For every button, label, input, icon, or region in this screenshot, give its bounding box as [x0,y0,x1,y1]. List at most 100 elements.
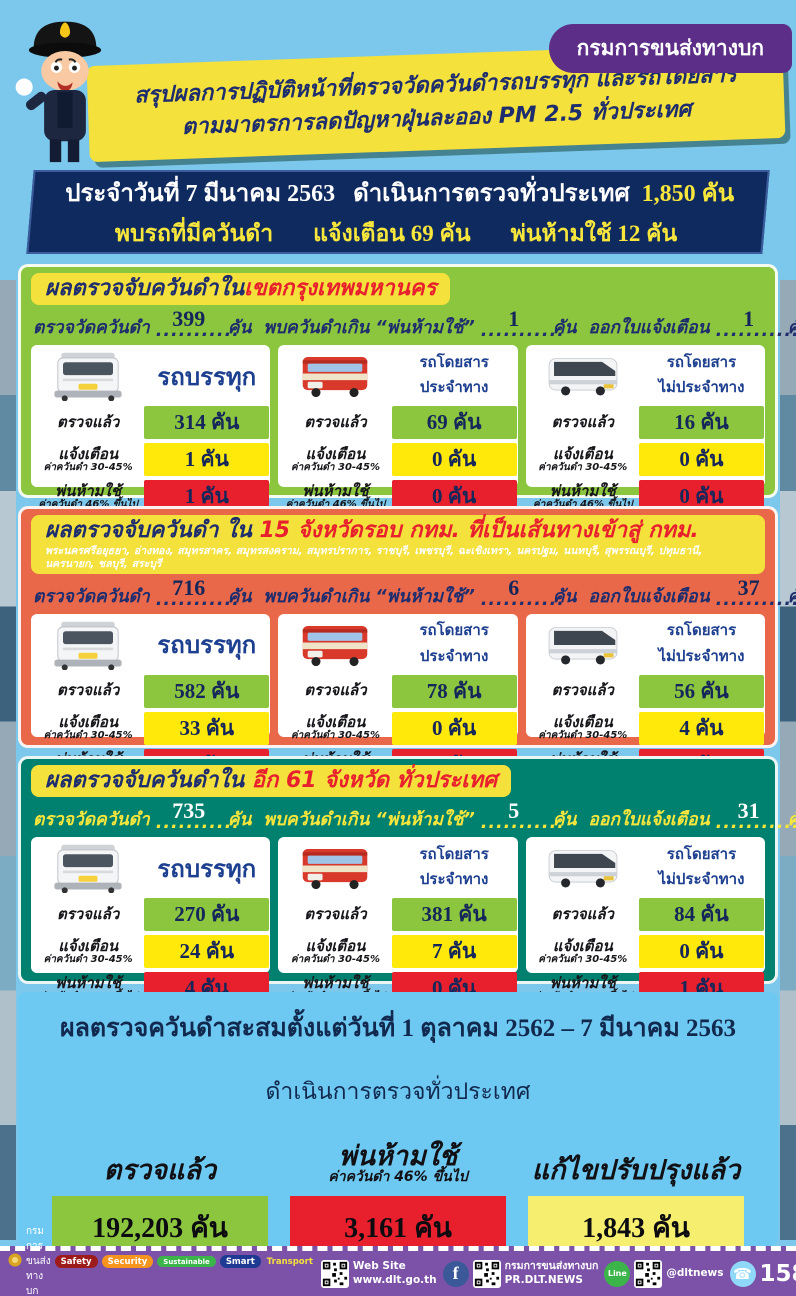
fixed-route-bus-card: รถโดยสาร ประจำทาง ตรวจแล้ว 78 คัน แจ้งเตื… [278,613,518,782]
warned-count: 1 [743,306,755,332]
inspected-count: 716 [172,574,206,600]
vehicle-type-label: รถบรรทุก [157,364,257,391]
badge-sustainable: Sustainable [157,1256,216,1267]
city-bus-icon [284,621,386,669]
line-link[interactable]: Line @dltnews [604,1259,724,1288]
warned-value: 0 คัน [638,935,764,969]
badge-transport: Transport [266,1256,313,1267]
warned-value: 4 คัน [638,711,764,745]
inspected-count: 399 [172,306,206,332]
fixed-route-bus-card: รถโดยสาร ประจำทาง ตรวจแล้ว 381 คัน แจ้งเต… [278,837,518,1006]
daily-warned: แจ้งเตือน 69 คัน [313,220,471,246]
warned-count: 37 [737,574,760,600]
inspected-value: 84 คัน [638,898,764,932]
truck-card: รถบรรทุก ตรวจแล้ว 582 คัน แจ้งเตือน ค่าคว… [31,613,271,782]
cumulative-subtitle: ดำเนินการตรวจทั่วประเทศ [265,1079,531,1104]
inspected-value: 270 คัน [144,898,270,932]
section-15-provinces: ผลตรวจจับควันดำ ใน 15 จังหวัดรอบ กทม. ที… [18,506,796,782]
vehicle-type-label: รถโดยสาร ประจำทาง [419,354,489,397]
vehicle-type-label: รถโดยสาร ประจำทาง [419,623,489,665]
cumulative-summary: ผลตรวจควันดำสะสมตั้งแต่วันที่ 1 ตุลาคม 2… [18,992,778,1260]
inspected-value: 56 คัน [638,674,764,708]
vehicle-type-label: รถโดยสาร ไม่ประจำทาง [658,354,745,397]
cumulative-title: ผลตรวจควันดำสะสมตั้งแต่วันที่ 1 ตุลาคม 2… [59,1015,737,1042]
daily-line-2: พบรถที่มีควันดำ แจ้งเตือน 69 คัน พ่นห้าม… [30,216,762,252]
badge-smart: Smart [219,1255,261,1268]
daily-total-label: ดำเนินการตรวจทั่วประเทศ [353,180,630,207]
vehicle-type-label: รถโดยสาร ประจำทาง [419,846,489,889]
vehicle-type-label: รถบรรทุก [157,856,257,883]
inspected-value: 314 คัน [144,406,270,440]
truck-card: รถบรรทุก ตรวจแล้ว 270 คัน แจ้งเตือน ค่าคว… [31,837,271,1006]
officer-mascot-illustration [6,14,124,168]
line-qr-code [634,1259,663,1288]
daily-summary-banner: ประจำวันที่ 7 มีนาคม 2563 ดำเนินการตรวจท… [26,170,770,254]
section-title: ผลตรวจจับควันดำใน อีก 61 จังหวัด ทั่วประ… [31,765,512,798]
website-qr-code [320,1259,349,1288]
website-link[interactable]: Web Site www.dlt.go.th [320,1259,437,1288]
city-bus-icon [284,352,386,400]
section-title: ผลตรวจจับควันดำในเขตกรุงเทพมหานคร [31,273,451,306]
section-stats-line: ตรวจวัดควันดำ 735 คัน พบควันดำเกิน “พ่นห… [33,798,796,833]
facebook-page[interactable]: PR.DLT.NEWS [504,1273,583,1286]
daily-found-label: พบรถที่มีควันดำ [114,220,274,246]
province-list: พระนครศรีอยุธยา, อ่างทอง, สมุทรสาคร, สมุ… [45,545,703,570]
cumulative-banned: พ่นห้ามใช้ ค่าควันดำ 46% ขึ้นไป 3,161 คัน [290,1132,506,1260]
non-fixed-route-bus-card: รถโดยสาร ไม่ประจำทาง ตรวจแล้ว 16 คัน แจ้ง… [525,345,765,514]
badge-safety: Safety [54,1255,98,1268]
banned-count: 6 [508,574,520,600]
section-61-provinces: ผลตรวจจับควันดำใน อีก 61 จังหวัด ทั่วประ… [18,756,796,1006]
coach-bus-icon [532,621,634,669]
section-stats-line: ตรวจวัดควันดำ 399 คัน พบควันดำเกิน “พ่นห… [33,306,796,341]
facebook-qr-code [472,1259,501,1288]
vehicle-type-label: รถโดยสาร ไม่ประจำทาง [658,846,745,889]
inspected-value: 582 คัน [144,674,270,708]
inspected-count: 735 [172,798,206,824]
section-title: ผลตรวจจับควันดำ ใน 15 จังหวัดรอบ กทม. ที… [31,515,765,574]
truck-card: รถบรรทุก ตรวจแล้ว 314 คัน แจ้งเตือน ค่าคว… [31,345,271,514]
section-bangkok: ผลตรวจจับควันดำในเขตกรุงเทพมหานคร ตรวจวั… [18,264,796,514]
line-id[interactable]: @dltnews [666,1266,724,1279]
inspected-value: 16 คัน [638,406,764,440]
road-illustration-right [780,280,796,1240]
truck-icon [37,843,139,894]
facebook-icon[interactable]: f [442,1260,469,1287]
phone-contact[interactable]: ☎ 1584 [729,1260,796,1287]
header: กรมการขนส่งทางบก สรุปผลการปฏิบัติหน้าที่… [0,0,796,164]
phone-icon: ☎ [729,1260,756,1287]
inspected-value: 381 คัน [391,898,517,932]
warned-value: 0 คัน [391,443,517,477]
inspected-value: 78 คัน [391,674,517,708]
website-label: Web Site [352,1260,406,1273]
agency-badge: กรมการขนส่งทางบก [548,24,792,73]
warned-value: 24 คัน [144,935,270,969]
coach-bus-icon [532,352,634,400]
truck-icon [37,351,139,402]
daily-banned: พ่นห้ามใช้ 12 คัน [510,220,678,246]
road-illustration-left [0,280,16,1240]
footer: กรมการขนส่งทางบก Safety Security Sustain… [0,1226,796,1296]
city-bus-icon [284,844,386,892]
line-icon[interactable]: Line [604,1260,631,1287]
section-stats-line: ตรวจวัดควันดำ 716 คัน พบควันดำเกิน “พ่นห… [33,575,796,610]
footer-agency-name: กรมการขนส่งทางบก [26,1226,51,1296]
facebook-link[interactable]: f กรมการขนส่งทางบก PR.DLT.NEWS [442,1259,599,1288]
warned-value: 7 คัน [391,935,517,969]
banned-count: 1 [508,306,520,332]
facebook-name: กรมการขนส่งทางบก [504,1260,599,1273]
daily-date: ประจำวันที่ 7 มีนาคม 2563 [65,180,336,207]
non-fixed-route-bus-card: รถโดยสาร ไม่ประจำทาง ตรวจแล้ว 84 คัน แจ้ง… [525,837,765,1006]
inspected-value: 69 คัน [391,406,517,440]
coach-bus-icon [532,844,634,892]
daily-line-1: ประจำวันที่ 7 มีนาคม 2563 ดำเนินการตรวจท… [34,173,766,212]
warned-value: 0 คัน [638,443,764,477]
vehicle-type-label: รถบรรทุก [157,633,257,660]
fixed-route-bus-card: รถโดยสาร ประจำทาง ตรวจแล้ว 69 คัน แจ้งเตื… [278,345,518,514]
warned-value: 33 คัน [144,711,270,745]
badge-security: Security [101,1255,154,1268]
cumulative-fixed: แก้ไขปรับปรุงแล้ว 1,843 คัน [528,1132,744,1260]
phone-number[interactable]: 1584 [759,1260,796,1287]
warned-value: 0 คัน [391,711,517,745]
vehicle-type-label: รถโดยสาร ไม่ประจำทาง [658,623,745,665]
website-url[interactable]: www.dlt.go.th [352,1273,437,1286]
